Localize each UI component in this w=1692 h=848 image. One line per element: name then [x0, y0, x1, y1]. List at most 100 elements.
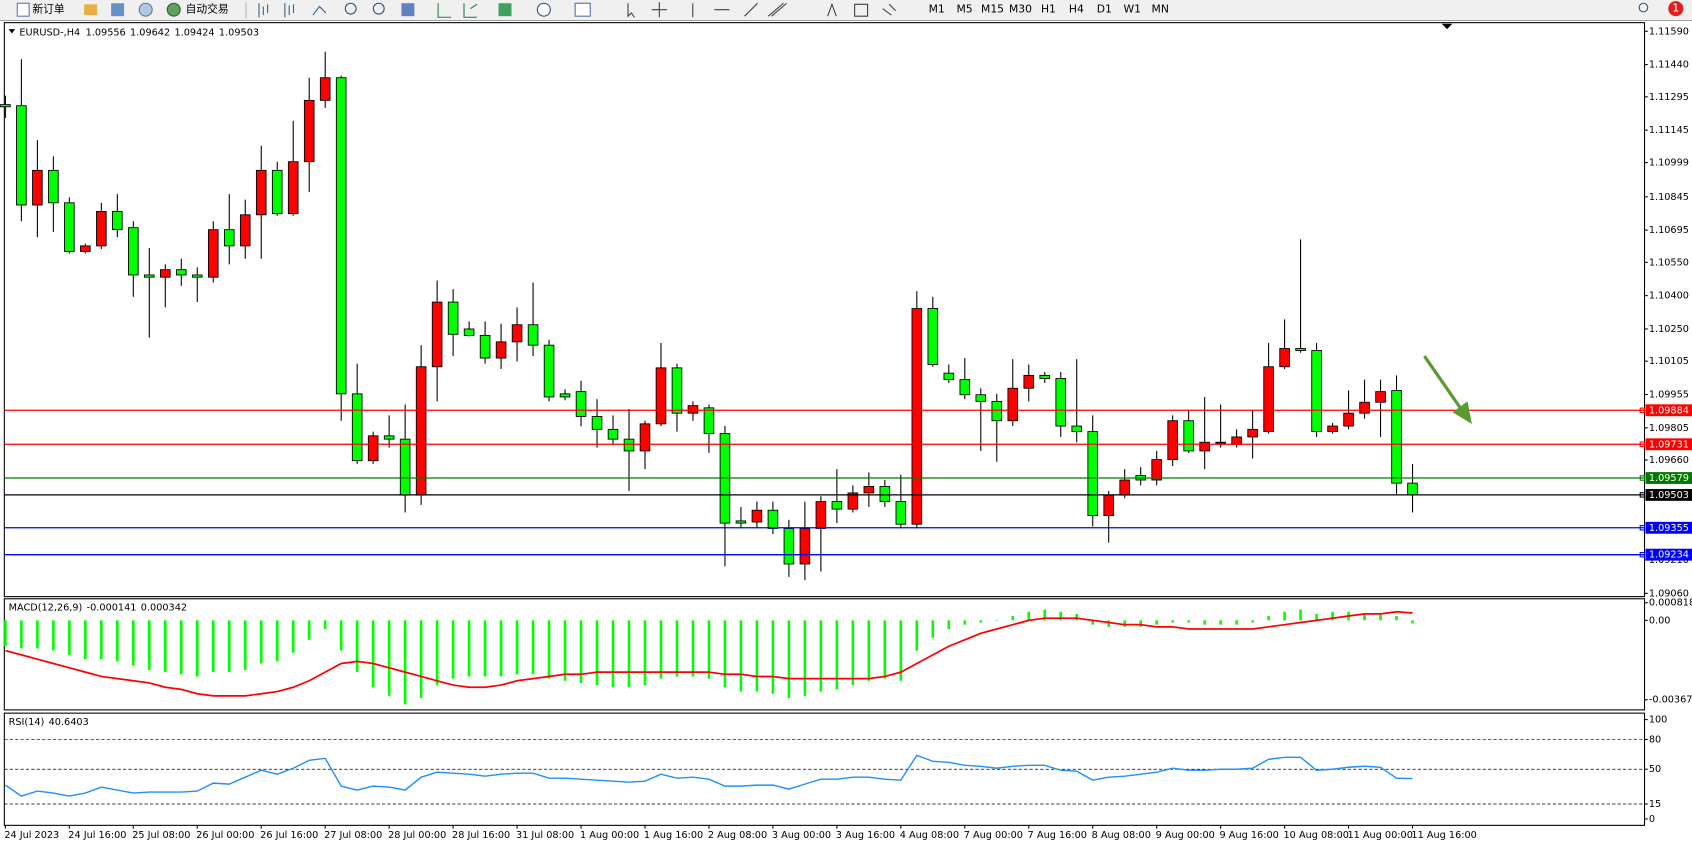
- candle-body: [16, 105, 27, 206]
- level-marker: [1639, 441, 1646, 447]
- macd-bar: [867, 620, 871, 681]
- new-order-icon[interactable]: [16, 2, 30, 17]
- macd-bar: [755, 620, 759, 692]
- macd-bar: [515, 620, 519, 675]
- candle-body: [1391, 390, 1402, 484]
- candle-body: [1087, 431, 1099, 517]
- candle-body: [911, 308, 923, 525]
- timeframe-button[interactable]: M30: [1009, 3, 1032, 16]
- x-tick-label: 11 Aug 16:00: [1411, 830, 1476, 841]
- candle-body: [943, 372, 955, 381]
- tile-icon[interactable]: [401, 3, 415, 17]
- x-tick-label: 9 Aug 00:00: [1156, 830, 1215, 841]
- macd-bar: [1411, 620, 1414, 624]
- macd-bar: [435, 620, 439, 686]
- candle-body: [831, 501, 843, 510]
- indicator-icon[interactable]: [498, 3, 512, 17]
- timeframe-button[interactable]: W1: [1124, 3, 1142, 16]
- macd-bar: [100, 620, 103, 660]
- candle-body: [351, 393, 363, 462]
- macd-bar: [483, 620, 487, 677]
- x-tick-label: 27 Jul 08:00: [324, 830, 382, 841]
- macd-bar: [1107, 620, 1111, 627]
- timeframe-button[interactable]: MN: [1152, 3, 1169, 16]
- y-tick-label: 1.09805: [1649, 423, 1689, 434]
- chart-type-icons[interactable]: [258, 3, 327, 18]
- macd-bar: [979, 620, 983, 623]
- timeframe-button[interactable]: M1: [929, 3, 945, 16]
- macd-bar: [68, 620, 71, 655]
- auto-trading-button[interactable]: 自动交易: [186, 3, 229, 16]
- macd-bar: [1123, 620, 1126, 627]
- level-label: 1.09579: [1649, 473, 1689, 484]
- candle-body: [128, 227, 139, 276]
- y-tick-label: 1.10550: [1649, 257, 1689, 268]
- timeframe-button[interactable]: M5: [957, 3, 973, 16]
- template-icon[interactable]: [574, 2, 591, 17]
- macd-bar: [243, 620, 247, 670]
- candle-body: [815, 501, 827, 529]
- macd-bar: [148, 620, 151, 670]
- candle-body: [319, 77, 331, 101]
- x-tick-label: 26 Jul 00:00: [196, 830, 254, 841]
- candle-body: [303, 99, 315, 163]
- timeframe-button[interactable]: H4: [1069, 3, 1084, 16]
- timeframe-button[interactable]: D1: [1097, 3, 1112, 16]
- macd-bar: [1011, 616, 1015, 621]
- drawing-tools[interactable]: [627, 2, 788, 18]
- rsi-header: RSI(14) 40.6403: [9, 717, 89, 728]
- y-tick-label: 0.00: [1649, 615, 1671, 626]
- candle-body: [223, 229, 235, 247]
- candle-body: [1103, 494, 1114, 517]
- candle-body: [32, 169, 43, 206]
- signal-value: 0.000342: [141, 602, 187, 613]
- macd-bar: [1059, 611, 1063, 621]
- macd-bar: [643, 620, 647, 686]
- new-order-button[interactable]: 新订单: [32, 3, 65, 16]
- icon[interactable]: [84, 4, 98, 16]
- candle-body: [64, 202, 75, 252]
- candle-body: [895, 501, 907, 525]
- candle-body: [1343, 412, 1354, 427]
- timeframe-button[interactable]: M15: [981, 3, 1004, 16]
- candle-body: [207, 229, 219, 278]
- y-tick-label: 1.10999: [1649, 158, 1689, 169]
- icon[interactable]: [138, 2, 153, 17]
- zoom-out[interactable]: [372, 2, 385, 15]
- level-marker: [1639, 475, 1646, 481]
- timeframe-button[interactable]: H1: [1041, 3, 1056, 16]
- macd-bar: [1203, 620, 1206, 625]
- candle-body: [703, 407, 715, 435]
- macd-bar: [1091, 620, 1095, 625]
- signal-line: [5, 610, 1413, 697]
- level-label-box: [1645, 521, 1692, 534]
- macd-bar: [963, 620, 967, 625]
- candle-body: [527, 324, 539, 346]
- search[interactable]: [1638, 2, 1649, 13]
- macd-bar: [915, 620, 919, 651]
- candle-body: [879, 486, 891, 503]
- macd-bar: [995, 620, 999, 621]
- period-icon[interactable]: [536, 2, 551, 17]
- level-label: 1.09355: [1649, 523, 1689, 534]
- plot: 1.11590 1.11440 1.11295 1.11145 1.10999 1.108…: [0, 26, 1692, 841]
- macd-bar: [931, 620, 935, 638]
- candle-body: [783, 528, 795, 565]
- zoom-in[interactable]: [344, 2, 357, 15]
- x-tick-label: 28 Jul 16:00: [452, 830, 510, 841]
- alerts-badge[interactable]: [1668, 1, 1684, 17]
- level-marker: [1639, 525, 1646, 531]
- icon[interactable]: [111, 3, 125, 17]
- level-label-box: [1645, 548, 1692, 561]
- candle-body: [1359, 401, 1370, 414]
- candle-body: [735, 520, 747, 524]
- scroll-icons[interactable]: [437, 3, 478, 18]
- auto-trading-icon[interactable]: [166, 2, 181, 17]
- candle-body: [975, 394, 987, 402]
- candle-body: [80, 245, 91, 252]
- macd-bar: [675, 620, 679, 677]
- drawing-tools[interactable]: [827, 2, 897, 17]
- macd-bar: [307, 620, 311, 640]
- macd-bar: [211, 620, 215, 673]
- candle-body: [1039, 374, 1051, 379]
